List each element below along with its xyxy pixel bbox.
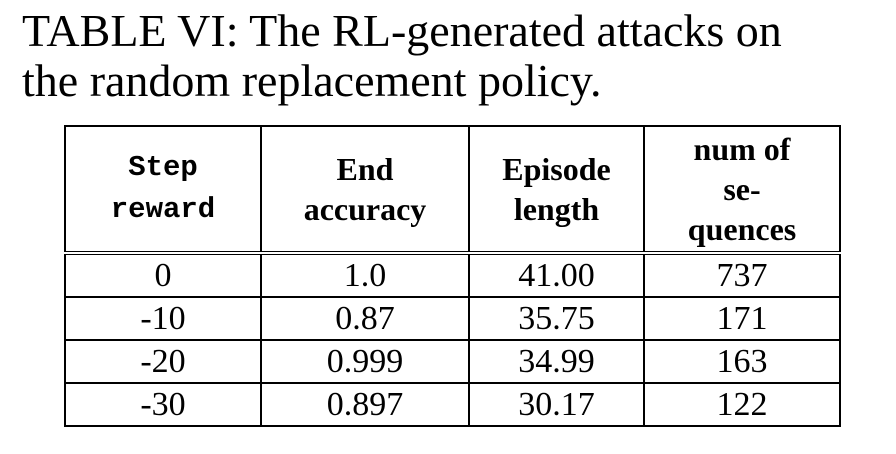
- header-text: accuracy: [303, 191, 427, 227]
- table-cell: -20: [64, 339, 262, 384]
- caption-line-2: the random replacement policy.: [22, 55, 602, 106]
- header-num-sequences: num of se- quences: [643, 125, 841, 254]
- table-caption: TABLE VI: The RL-generated attacks on th…: [22, 6, 892, 106]
- caption-line-1: TABLE VI: The RL-generated attacks on: [22, 5, 782, 56]
- header-end-accuracy: End accuracy: [260, 125, 470, 254]
- header-episode-length: Episode length: [468, 125, 645, 254]
- table-cell: 0: [64, 251, 262, 298]
- header-row: Step reward End accuracy Episode length …: [64, 125, 841, 254]
- header-text: reward: [110, 193, 216, 226]
- table-cell: 0.87: [260, 296, 470, 341]
- table-cell: 122: [643, 382, 841, 427]
- header-text: num of: [693, 131, 791, 167]
- table-cell: -30: [64, 382, 262, 427]
- table-cell: 0.999: [260, 339, 470, 384]
- table-cell: 35.75: [468, 296, 645, 341]
- header-text: length: [513, 191, 600, 227]
- results-table: Step reward End accuracy Episode length …: [64, 125, 841, 427]
- table-row: -10 0.87 35.75 171: [64, 296, 841, 341]
- table-cell: 737: [643, 251, 841, 298]
- table-cell: 1.0: [260, 251, 470, 298]
- table-cell: 41.00: [468, 251, 645, 298]
- header-text: quences: [687, 211, 797, 247]
- header-text: End: [336, 151, 394, 187]
- table-cell: 171: [643, 296, 841, 341]
- table-cell: 30.17: [468, 382, 645, 427]
- header-step-reward: Step reward: [64, 125, 262, 254]
- table-row: -20 0.999 34.99 163: [64, 339, 841, 384]
- header-text: se-: [723, 171, 761, 207]
- table-cell: 0.897: [260, 382, 470, 427]
- header-text: Step: [128, 151, 198, 184]
- table-row: -30 0.897 30.17 122: [64, 382, 841, 427]
- table-cell: 34.99: [468, 339, 645, 384]
- header-text: Episode: [502, 151, 611, 187]
- table-cell: 163: [643, 339, 841, 384]
- table-cell: -10: [64, 296, 262, 341]
- table-row: 0 1.0 41.00 737: [64, 251, 841, 298]
